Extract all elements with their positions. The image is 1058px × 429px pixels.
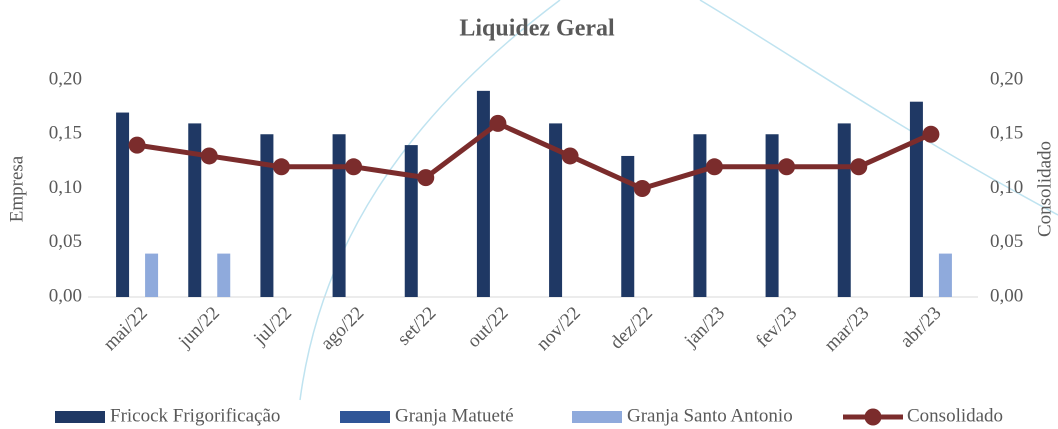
x-tick-label: ago/22	[317, 303, 368, 354]
line-point	[561, 147, 579, 165]
bar	[938, 253, 952, 297]
bar	[145, 253, 159, 297]
line-point	[705, 158, 723, 176]
bar	[332, 134, 346, 297]
bar	[188, 123, 202, 298]
legend-swatch	[55, 411, 105, 423]
x-tick-label: mai/22	[100, 303, 152, 355]
legend-marker	[864, 408, 882, 426]
line-point	[489, 114, 507, 132]
y-tick-label: 0,15	[49, 123, 82, 144]
line-point	[200, 147, 218, 165]
y2-tick-label: 0,10	[990, 177, 1023, 198]
bar	[116, 112, 130, 297]
legend-label: Granja Santo Antonio	[627, 405, 793, 426]
line-point	[778, 158, 796, 176]
bar	[260, 134, 274, 297]
y2-tick-label: 0,20	[990, 68, 1023, 89]
background-curve	[699, 0, 1058, 216]
x-tick-label: out/22	[463, 303, 512, 352]
y2-axis-label: Consolidado	[1034, 141, 1055, 237]
line-point	[345, 158, 363, 176]
y-tick-label: 0,05	[49, 231, 82, 252]
line-point	[272, 158, 290, 176]
line-point	[633, 180, 651, 197]
bar	[476, 90, 490, 297]
line-point	[128, 136, 146, 154]
bar	[837, 123, 851, 298]
chart-title: Liquidez Geral	[459, 16, 615, 42]
line-point	[850, 158, 868, 176]
bar	[404, 145, 418, 297]
x-tick-label: jun/22	[174, 303, 224, 353]
x-tick-label: nov/22	[533, 303, 585, 355]
line-point	[922, 125, 940, 143]
y-axis-label: Empresa	[6, 155, 27, 222]
legend-label: Granja Matueté	[395, 405, 514, 426]
x-tick-label: fev/23	[752, 303, 801, 352]
legend-label: Fricock Frigorificação	[110, 405, 280, 426]
bar	[909, 101, 923, 297]
bar	[621, 155, 635, 297]
legend-label: Consolidado	[907, 405, 1003, 426]
x-tick-label: jul/22	[249, 303, 296, 350]
y2-tick-label: 0,05	[990, 231, 1023, 252]
y2-tick-label: 0,15	[990, 123, 1023, 144]
y-tick-label: 0,20	[49, 68, 82, 89]
x-tick-label: mar/23	[820, 303, 873, 356]
bar	[693, 134, 707, 297]
bar	[765, 134, 779, 297]
bar	[217, 253, 231, 297]
legend-swatch	[572, 411, 622, 423]
line	[136, 120, 932, 191]
bar	[549, 123, 563, 298]
y-tick-label: 0,10	[49, 177, 82, 198]
y-tick-label: 0,00	[49, 285, 82, 306]
x-tick-label: set/22	[393, 303, 440, 350]
x-tick-label: abr/23	[896, 303, 945, 352]
y2-tick-label: 0,00	[990, 285, 1023, 306]
x-tick-label: dez/22	[606, 303, 657, 354]
background-curve	[299, 0, 561, 401]
x-tick-label: jan/23	[680, 303, 729, 352]
legend-swatch	[340, 411, 390, 423]
line-point	[417, 169, 435, 187]
